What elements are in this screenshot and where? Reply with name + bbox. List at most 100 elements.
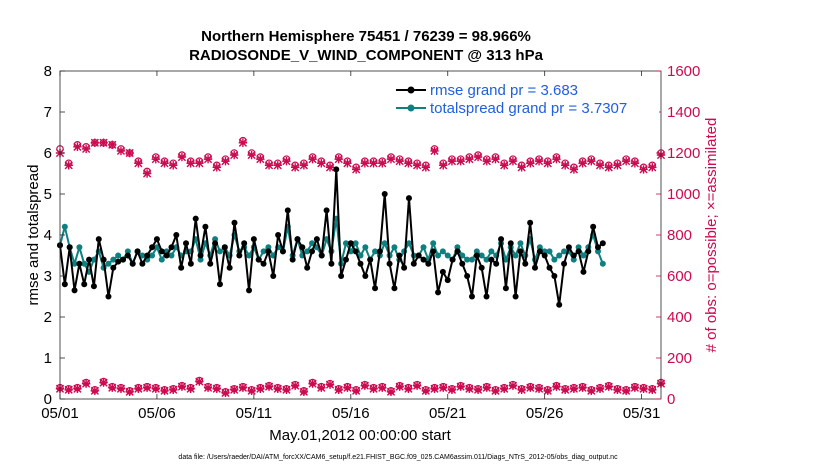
rmse-series-point (425, 260, 432, 267)
obs-count-assimilated-point (264, 161, 274, 170)
rmse-series-point (221, 244, 228, 251)
obs-rejected-count-assimilated-point (195, 377, 204, 386)
totalspread-series-point (168, 252, 175, 259)
rmse-series-point (556, 301, 563, 308)
obs-rejected-count-assimilated-point (64, 385, 73, 394)
obs-rejected-count-assimilated-point (116, 384, 126, 393)
rmse-series-point (483, 293, 490, 300)
totalspread-series-point (468, 256, 475, 263)
totalspread-series-point (110, 256, 117, 263)
rmse-series-point (139, 260, 146, 267)
obs-rejected-count-assimilated-point (604, 382, 613, 391)
obs-count-assimilated-point (81, 144, 91, 154)
obs-count-assimilated-point (317, 159, 326, 168)
rmse-series-point (352, 248, 359, 255)
rmse-series-point (216, 281, 223, 288)
totalspread-series-point (551, 256, 558, 263)
obs-rejected-count-assimilated-point (395, 382, 404, 391)
obs-count-assimilated-point (473, 152, 483, 162)
obs-count-assimilated-point (256, 154, 265, 164)
rmse-series-point (347, 240, 354, 247)
rmse-series-point (173, 232, 180, 238)
obs-rejected-count-assimilated-point (169, 385, 178, 394)
rmse-series-point (250, 236, 257, 243)
obs-rejected-count-assimilated-point (369, 384, 378, 393)
rmse-series-point (153, 236, 160, 243)
obs-count-assimilated-point (491, 154, 500, 164)
rmse-series-point (430, 248, 437, 255)
totalspread-series-point (570, 256, 577, 263)
legend-rmse-marker (407, 86, 415, 94)
obs-count-assimilated-point (238, 138, 248, 147)
rmse-series-point (144, 252, 151, 259)
rmse-series-point (401, 264, 408, 271)
obs-rejected-count-assimilated-point (613, 385, 622, 394)
totalspread-series-point (260, 248, 267, 255)
rmse-series-point (498, 236, 505, 243)
obs-count-assimilated-point (395, 157, 404, 166)
rmse-series-point (527, 219, 534, 226)
rmse-series-point (284, 207, 291, 214)
obs-count-assimilated-point (621, 157, 631, 166)
totalspread-series-point (391, 244, 398, 251)
y-tick-label: 6 (44, 145, 52, 162)
rmse-series-point (246, 287, 253, 294)
rmse-series-point (158, 248, 165, 255)
totalspread-series-point (372, 248, 379, 255)
obs-rejected-count-assimilated-point (473, 385, 483, 394)
obs-rejected-count-assimilated-point (412, 381, 422, 390)
obs-count-assimilated-point (534, 157, 544, 166)
rmse-series-point (168, 244, 175, 251)
totalspread-series-point (435, 252, 442, 259)
obs-count-assimilated-point (247, 150, 256, 160)
totalspread-series-point (381, 240, 388, 247)
y2-tick-label: 800 (667, 227, 692, 244)
legend-spread-label: totalspread grand pr = 3.7307 (430, 100, 627, 117)
obs-count-assimilated-point (543, 159, 552, 168)
obs-count-assimilated-point (73, 142, 82, 152)
totalspread-series-point (444, 252, 451, 259)
chart-title-line2: RADIOSONDE_V_WIND_COMPONENT @ 313 hPa (189, 47, 544, 64)
rmse-series-point (372, 285, 379, 292)
rmse-series-point (594, 244, 601, 251)
obs-count-assimilated-point (142, 169, 152, 178)
obs-count-assimilated-point (360, 159, 370, 168)
obs-rejected-count-assimilated-point (73, 384, 82, 393)
rmse-series-point (367, 256, 374, 263)
totalspread-series-point (439, 248, 446, 255)
rmse-series-point (444, 277, 451, 284)
obs-rejected-count-assimilated-point (534, 384, 544, 393)
obs-rejected-count-assimilated-point (221, 388, 230, 398)
rmse-series-point (565, 244, 572, 251)
rmse-series-point (512, 293, 519, 300)
rmse-series-point (192, 215, 199, 222)
obs-rejected-count-assimilated-point (108, 383, 117, 392)
obs-count-assimilated-point (195, 159, 204, 168)
obs-rejected-count-assimilated-point (552, 382, 561, 391)
y-tick-label: 4 (44, 227, 52, 244)
y-tick-label: 1 (44, 350, 52, 367)
obs-count-assimilated-point (508, 157, 518, 166)
rmse-series-point (396, 252, 403, 259)
obs-count-assimilated-point (569, 165, 579, 174)
rmse-series-point (187, 260, 194, 267)
obs-rejected-count-assimilated-point (142, 383, 152, 392)
x-tick-label: 05/21 (429, 405, 467, 422)
x-tick-label: 05/01 (41, 405, 79, 422)
y2-tick-label: 1400 (667, 104, 700, 121)
rmse-series-point (473, 252, 480, 259)
obs-rejected-count-assimilated-point (282, 385, 291, 394)
obs-count-assimilated-point (186, 159, 195, 168)
rmse-series-point (575, 248, 582, 255)
obs-rejected-count-assimilated-point (491, 386, 500, 395)
totalspread-series-point (139, 252, 146, 259)
rmse-series-point (294, 236, 301, 243)
obs-count-assimilated-point (648, 163, 657, 172)
rmse-series-point (493, 260, 500, 267)
y2-tick-label: 1200 (667, 145, 700, 162)
obs-count-assimilated-point (587, 157, 596, 166)
obs-count-assimilated-point (578, 159, 587, 168)
legend-box (393, 79, 659, 121)
obs-rejected-count-assimilated-point (587, 386, 596, 395)
obs-count-assimilated-point (595, 161, 605, 170)
